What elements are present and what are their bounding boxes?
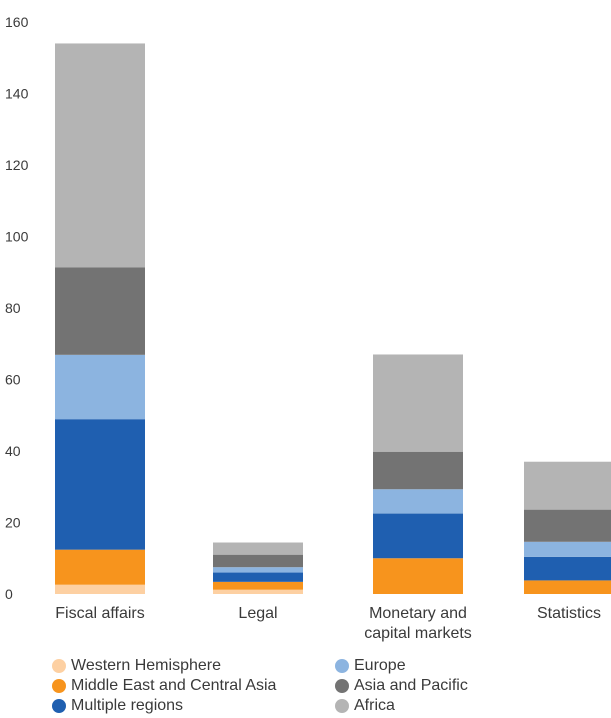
bar-segment [373, 354, 463, 452]
y-tick-label: 140 [5, 86, 29, 102]
bar-segment [373, 558, 463, 594]
bar-segment [55, 43, 145, 268]
legend-label: Western Hemisphere [71, 657, 221, 674]
legend-swatch [52, 699, 66, 713]
legend-item: Middle East and Central Asia [52, 677, 276, 695]
x-tick-label: capital markets [364, 625, 472, 642]
legend-swatch [335, 659, 349, 673]
legend-swatch [335, 679, 349, 693]
bar-segment [524, 541, 611, 557]
y-tick-label: 100 [5, 229, 29, 245]
bar-segment [373, 451, 463, 490]
bar-segment [213, 589, 303, 594]
legend-item: Multiple regions [52, 697, 183, 715]
bar-segment [373, 513, 463, 559]
bar-segment [213, 572, 303, 582]
y-axis: 0 20 40 60 80 100 120 140 160 [5, 14, 29, 602]
x-tick-label: Fiscal affairs [55, 605, 145, 622]
bar-segment [55, 354, 145, 420]
legend-item: Western Hemisphere [52, 657, 221, 675]
y-tick-label: 160 [5, 14, 29, 30]
bar-segment [213, 567, 303, 573]
stacked-bar-chart: 0 20 40 60 80 100 120 140 160 Fiscal affairs Lega… [5, 14, 611, 642]
legend-label: Middle East and Central Asia [71, 677, 277, 694]
legend-item: Africa [335, 697, 395, 715]
y-tick-label: 120 [5, 157, 29, 173]
bar-segment [524, 556, 611, 581]
bar-segment [213, 581, 303, 590]
legend-label: Europe [354, 657, 406, 674]
legend-item: Europe [335, 657, 406, 675]
legend-label: Multiple regions [71, 697, 184, 714]
legend-swatch [52, 679, 66, 693]
bar-segment [55, 419, 145, 550]
bars [55, 43, 611, 594]
x-axis: Fiscal affairs Legal Monetary and capital m… [55, 605, 601, 642]
x-tick-label: Statistics [537, 605, 601, 622]
legend-swatch [335, 699, 349, 713]
bar-segment [524, 461, 611, 510]
y-tick-label: 60 [5, 372, 21, 388]
legend-label: Asia and Pacific [354, 677, 468, 694]
x-tick-label: Legal [238, 605, 277, 622]
legend-label: Africa [354, 697, 395, 714]
legend-item: Asia and Pacific [335, 677, 468, 695]
y-tick-label: 20 [5, 515, 21, 531]
bar-segment [55, 584, 145, 594]
bar-segment [55, 549, 145, 585]
bar-segment [213, 542, 303, 555]
x-tick-label: Monetary and [369, 605, 467, 622]
y-tick-label: 40 [5, 443, 21, 459]
bar-segment [373, 489, 463, 514]
bar-segment [524, 580, 611, 594]
bar-segment [55, 267, 145, 355]
bar-segment [524, 509, 611, 542]
y-tick-label: 0 [5, 586, 13, 602]
y-tick-label: 80 [5, 300, 21, 316]
bar-segment [213, 554, 303, 568]
legend-swatch [52, 659, 66, 673]
